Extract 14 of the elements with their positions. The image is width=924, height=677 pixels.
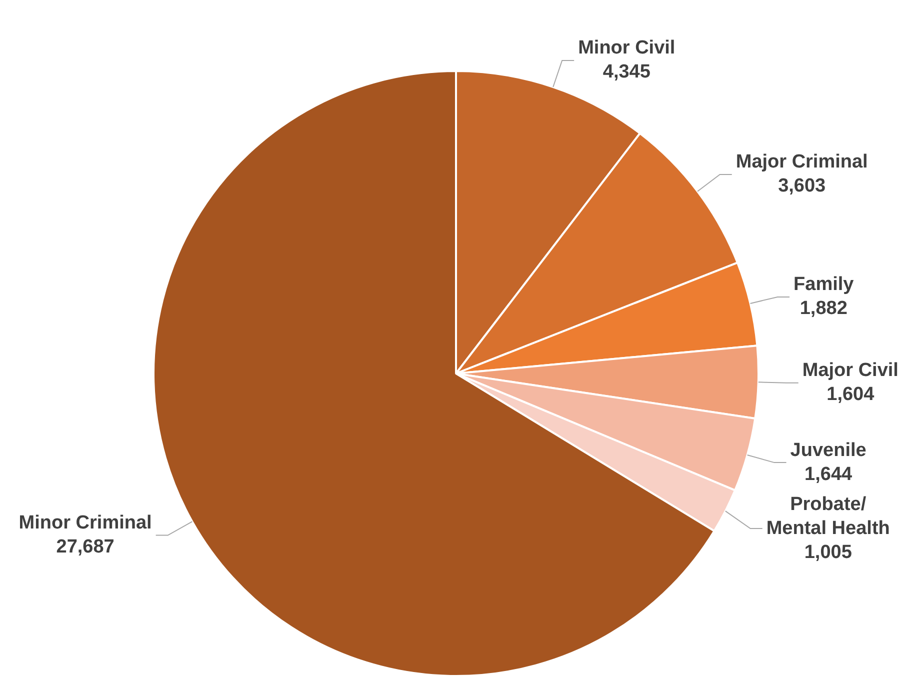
- slice-label: Minor Civil: [578, 38, 676, 59]
- slice-label: Major Civil: [802, 360, 898, 382]
- data-label: 3,603: [778, 176, 826, 197]
- data-label: 1,604: [826, 384, 875, 406]
- slice-label: Major Criminal: [736, 152, 868, 173]
- data-label: 1,882: [800, 298, 848, 320]
- slice-label: Probate/Mental Health: [766, 494, 890, 539]
- data-label: 4,345: [602, 62, 651, 83]
- slice-label: Juvenile: [790, 440, 866, 461]
- slice-label: Minor Criminal: [18, 512, 152, 534]
- slice-label: Family: [794, 274, 854, 296]
- data-label: 27,687: [56, 536, 114, 558]
- data-label: 1,644: [804, 464, 853, 485]
- data-label: 1,005: [804, 542, 852, 563]
